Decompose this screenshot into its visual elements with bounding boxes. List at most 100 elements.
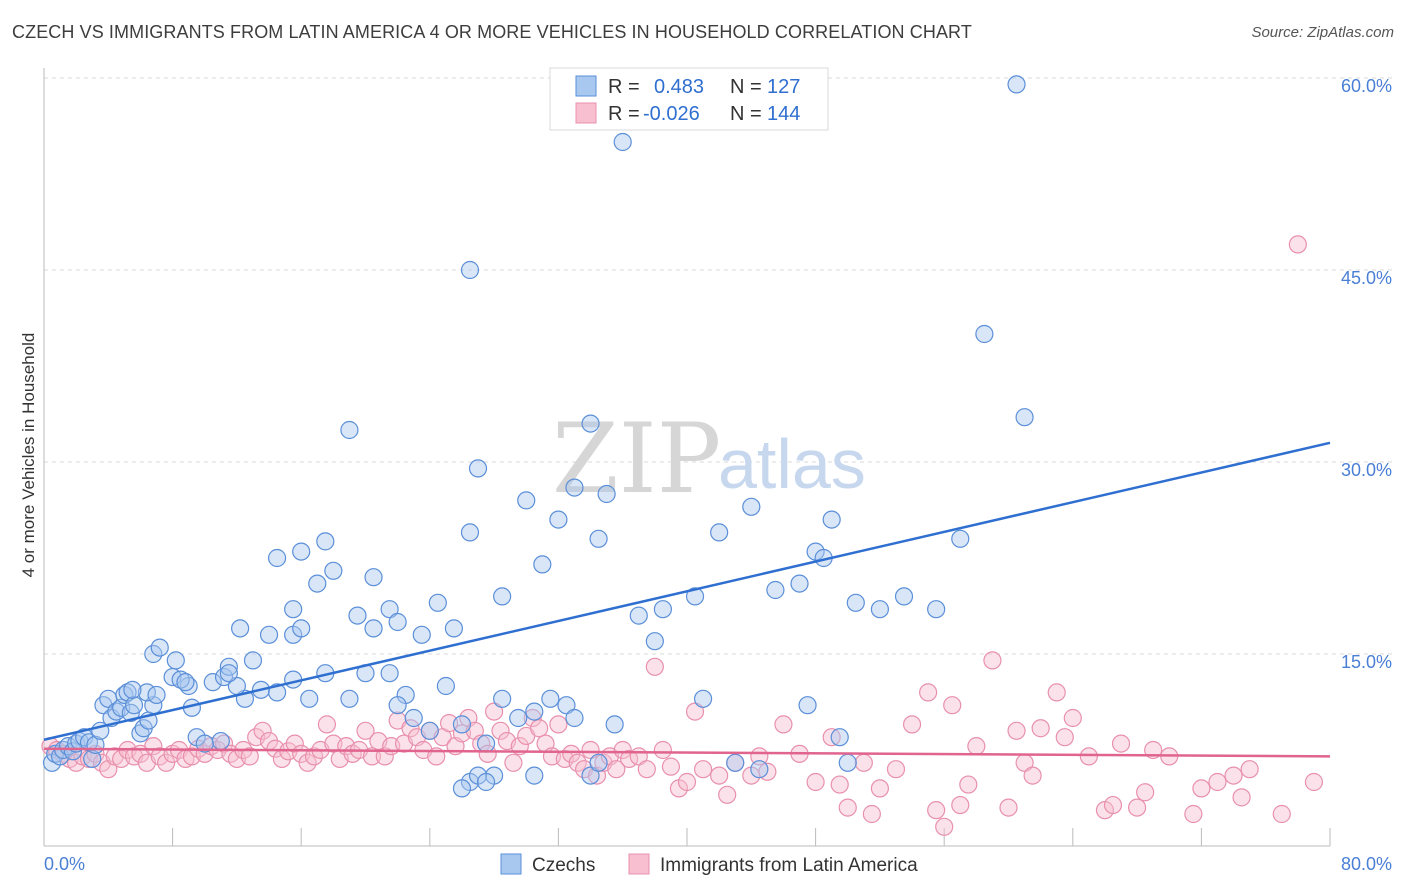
czechs-point xyxy=(131,724,150,743)
latin-america-point xyxy=(983,651,1002,670)
czechs-point xyxy=(565,478,584,497)
latin-america-point xyxy=(902,715,922,734)
czechs-point xyxy=(452,779,472,798)
latin-america-point xyxy=(485,702,504,721)
czechs-point xyxy=(460,260,480,280)
czechs-point xyxy=(340,420,359,440)
czechs-point xyxy=(822,510,841,529)
latin-america-point xyxy=(661,757,681,776)
series-legend-swatch-latin-america xyxy=(628,853,650,875)
czechs-point xyxy=(412,625,431,644)
czechs-point xyxy=(476,734,496,753)
watermark-atlas: atlas xyxy=(718,425,866,503)
watermark-zip: ZIP xyxy=(552,403,721,515)
latin-america-point xyxy=(935,817,954,836)
czechs-point xyxy=(605,715,624,734)
czechs-point xyxy=(645,632,664,651)
legend-n-value-czechs: 127 xyxy=(767,76,800,98)
latin-america-point xyxy=(1272,804,1291,824)
latin-america-point xyxy=(862,804,881,824)
latin-america-point xyxy=(157,753,176,772)
czechs-point xyxy=(525,766,544,785)
latin-america-point xyxy=(718,785,737,804)
czechs-point xyxy=(123,680,142,699)
latin-america-point xyxy=(1063,708,1082,728)
latin-america-point xyxy=(1047,683,1066,702)
latin-america-point xyxy=(549,715,568,734)
czechs-point xyxy=(211,731,230,751)
latin-america-point xyxy=(927,801,946,820)
czechs-point xyxy=(653,600,672,619)
series-legend: Czechs Immigrants from Latin America xyxy=(500,853,918,876)
czechs-point xyxy=(308,574,327,593)
legend-r-value-czechs: 0.483 xyxy=(654,76,704,98)
czechs-point xyxy=(124,696,144,715)
czechs-point xyxy=(267,548,287,568)
y-tick-label-30: 30.0% xyxy=(1341,460,1392,480)
czechs-point xyxy=(541,689,560,708)
czechs-point xyxy=(147,685,166,705)
latin-america-point xyxy=(1288,235,1307,254)
legend-swatch-latin-america xyxy=(575,102,597,124)
czechs-point xyxy=(766,580,785,600)
latin-america-point xyxy=(943,696,962,715)
latin-america-point xyxy=(285,734,304,753)
czechs-point xyxy=(219,657,238,676)
grid-layer xyxy=(44,77,1392,655)
x-tick-label-min: 0.0% xyxy=(44,854,85,874)
czechs-point xyxy=(790,574,809,593)
czechs-point xyxy=(340,689,359,708)
latin-america-point xyxy=(967,737,986,756)
czechs-point xyxy=(509,708,528,728)
czechs-point xyxy=(750,760,769,779)
czechs-point xyxy=(525,702,544,721)
czechs-point xyxy=(388,696,407,715)
czechs-point xyxy=(436,676,455,696)
czechs-point xyxy=(195,734,214,753)
latin-america-point xyxy=(886,760,906,779)
czechs-point xyxy=(404,708,423,728)
latin-america-point xyxy=(959,775,978,794)
latin-america-point xyxy=(870,779,890,798)
czechs-point xyxy=(364,568,383,587)
latin-america-point xyxy=(581,740,600,760)
latin-america-point xyxy=(1184,804,1203,824)
latin-america-point xyxy=(854,753,873,772)
czechs-point xyxy=(388,612,407,632)
latin-america-point xyxy=(530,719,549,738)
latin-america-point xyxy=(214,734,234,753)
latin-america-point xyxy=(240,747,259,766)
latin-america-point xyxy=(653,740,672,760)
y-tick-label-45: 45.0% xyxy=(1341,268,1392,288)
latin-america-point xyxy=(710,766,729,785)
czechs-point xyxy=(259,625,279,644)
czechs-point xyxy=(476,772,496,792)
czechs-point xyxy=(927,600,946,619)
czechs-point xyxy=(951,529,970,548)
czechs-point xyxy=(292,619,311,638)
czechs-point xyxy=(726,753,745,772)
latin-america-point xyxy=(362,747,382,766)
series-latin-america-points xyxy=(41,235,1324,836)
czechs-point xyxy=(452,715,472,734)
latin-america-point xyxy=(439,714,459,733)
czechs-point xyxy=(629,606,648,625)
czechs-point xyxy=(685,587,705,606)
czechs-point xyxy=(171,670,190,689)
latin-america-point xyxy=(1192,779,1211,798)
czechs-point xyxy=(231,619,250,638)
czechs-point xyxy=(589,529,608,548)
latin-america-point xyxy=(1007,721,1026,740)
czechs-point xyxy=(219,664,238,683)
czechs-point xyxy=(549,510,568,529)
czechs-point xyxy=(846,593,865,612)
czechs-point xyxy=(1015,408,1034,427)
latin-america-point xyxy=(401,719,420,738)
series-legend-label-czechs: Czechs xyxy=(532,855,595,876)
latin-america-point xyxy=(677,772,697,792)
czechs-point xyxy=(284,600,303,619)
legend-r-value-latin-america: -0.026 xyxy=(643,103,700,125)
czechs-point xyxy=(493,587,512,606)
chart-title: CZECH VS IMMIGRANTS FROM LATIN AMERICA 4… xyxy=(12,22,972,42)
